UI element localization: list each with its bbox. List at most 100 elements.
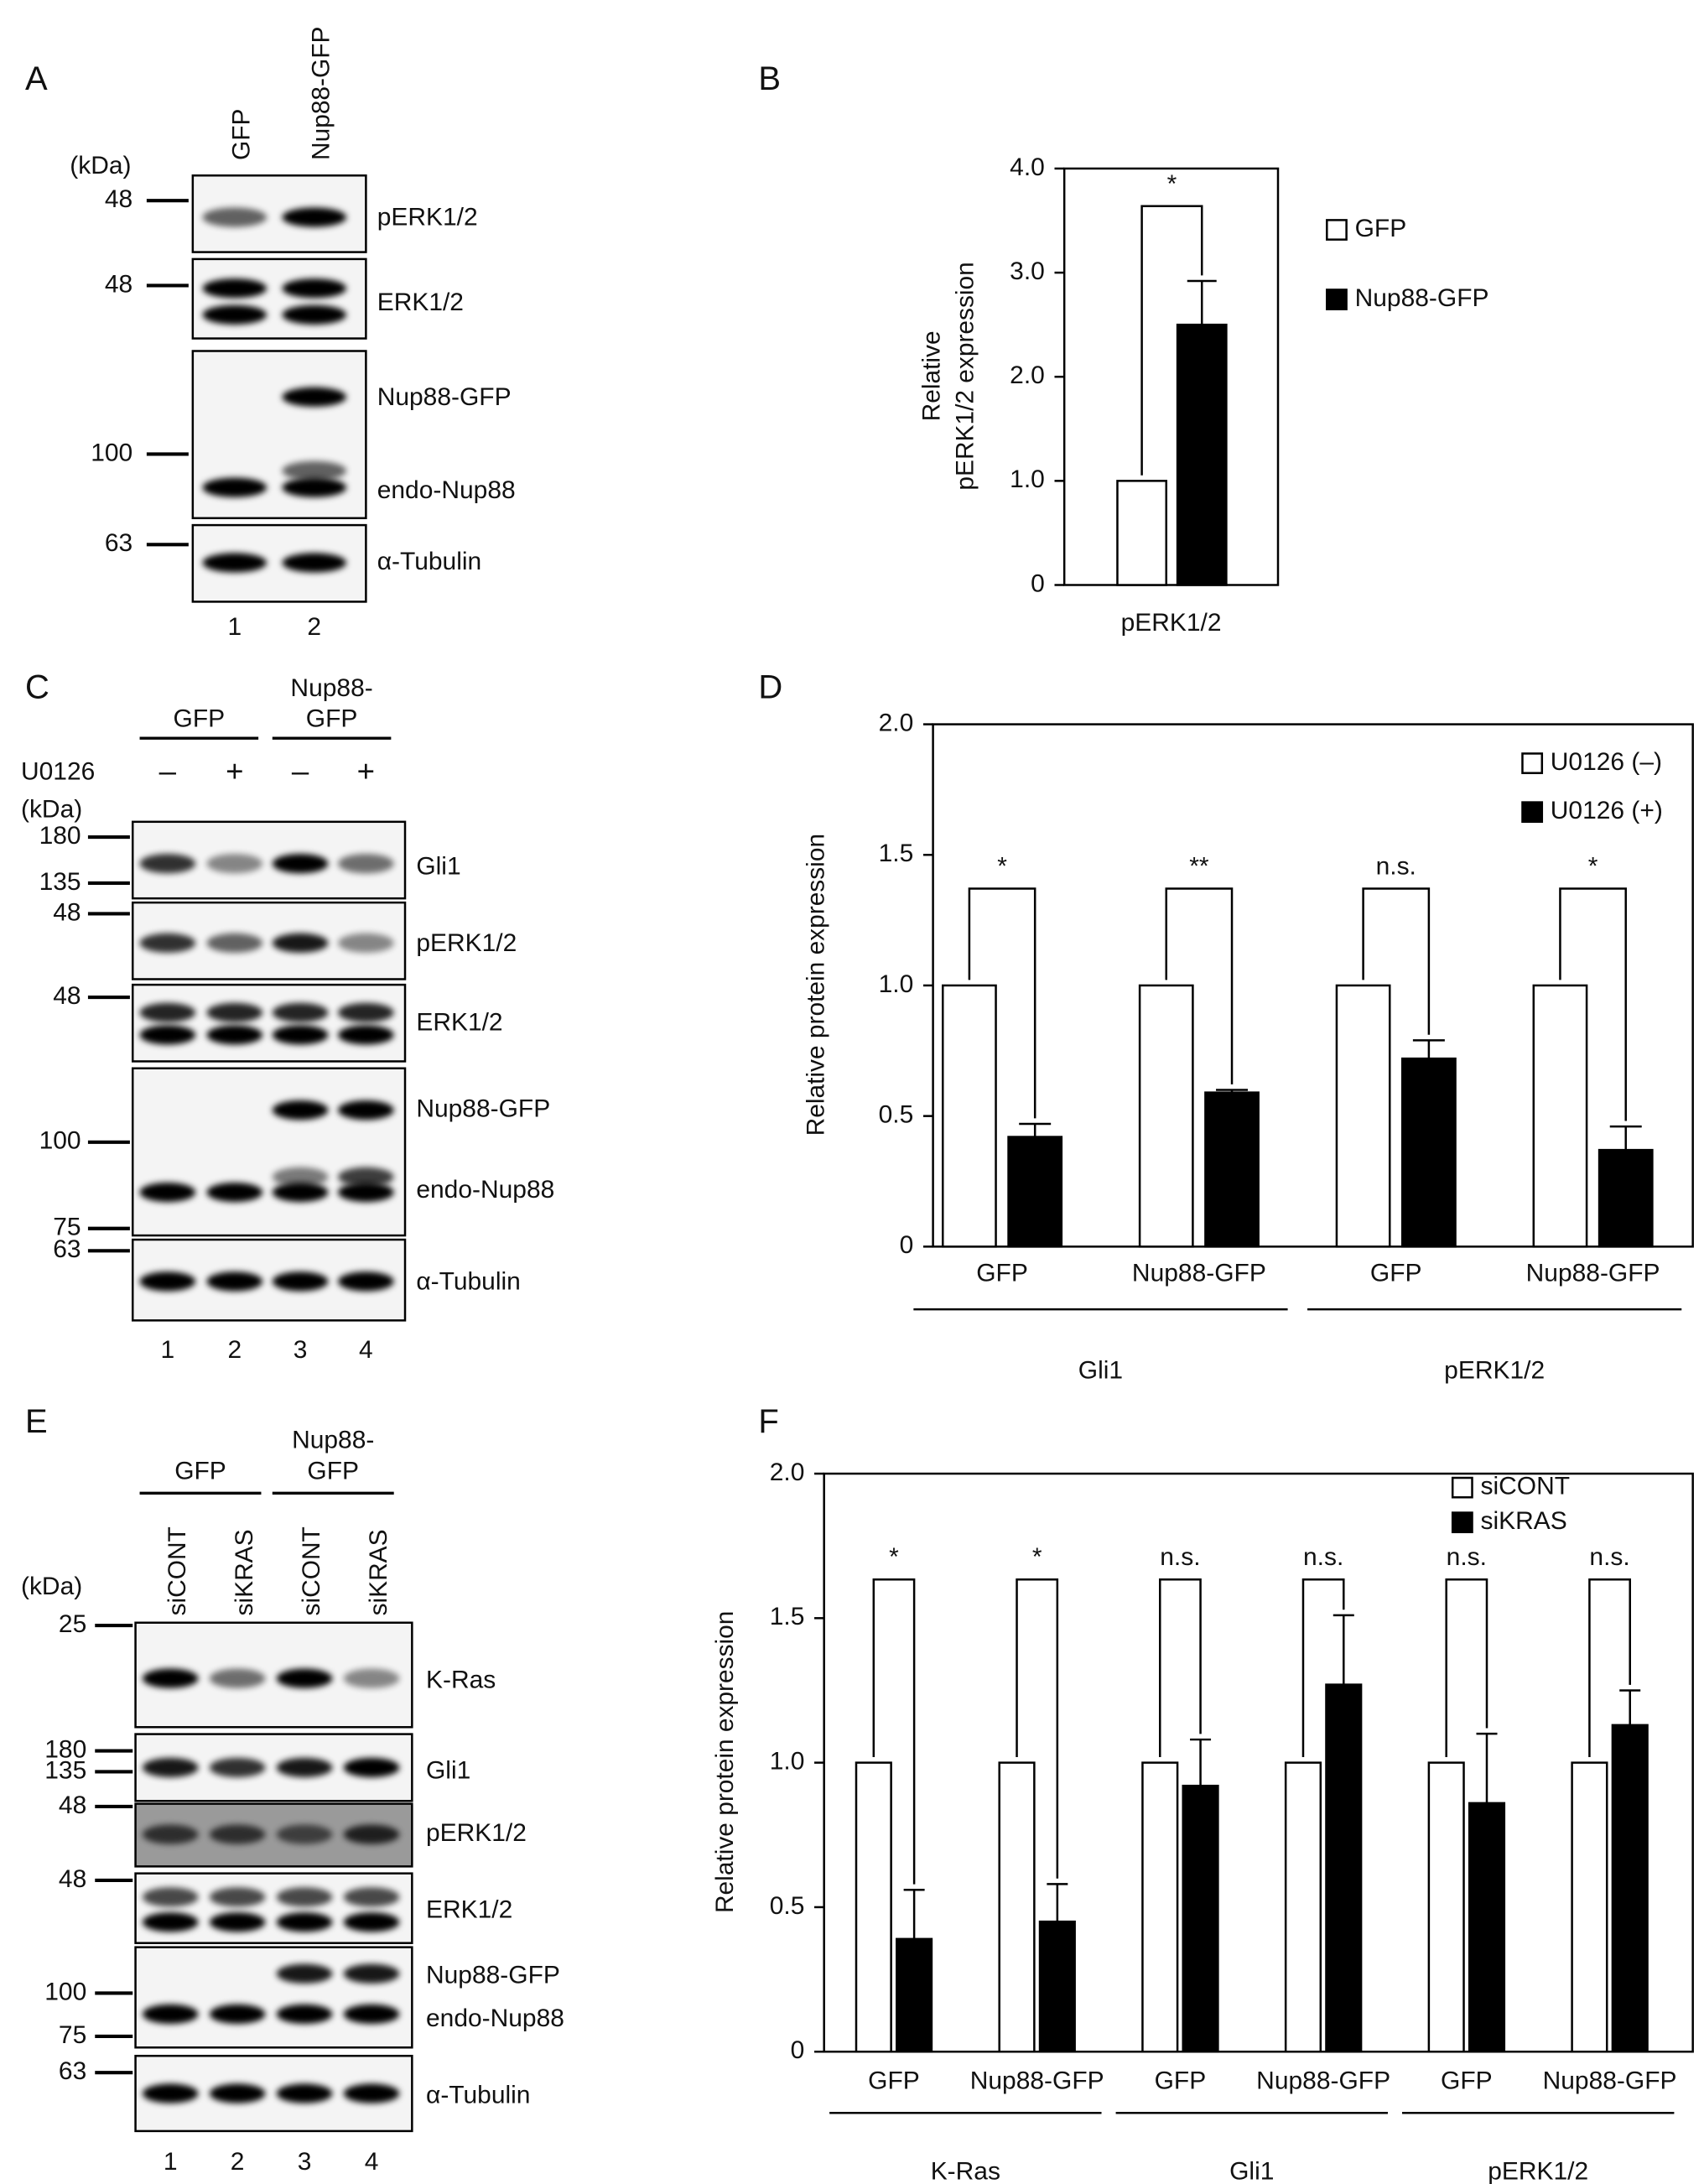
significance-label: n.s. xyxy=(1589,1543,1629,1571)
group-label: Gli1 xyxy=(1078,1357,1123,1385)
band xyxy=(206,1025,263,1045)
band xyxy=(282,460,347,481)
y-tick-label: 1.0 xyxy=(879,970,914,998)
treatment-sign: + xyxy=(226,753,243,788)
group-label: pERK1/2 xyxy=(1444,1357,1545,1385)
lane-number: 4 xyxy=(359,1336,373,1364)
blot-strip xyxy=(131,1067,407,1237)
band xyxy=(209,1912,266,1932)
band-label: pERK1/2 xyxy=(416,929,517,957)
significance-bracket xyxy=(968,887,1036,1119)
legend-label: siCONT xyxy=(1481,1473,1571,1500)
band-label: endo-Nup88 xyxy=(416,1176,554,1204)
band xyxy=(142,1668,199,1688)
treatment-sign: – xyxy=(159,753,177,788)
significance-bracket xyxy=(1301,1578,1345,1757)
lane-number: 1 xyxy=(161,1336,175,1364)
band xyxy=(343,1757,400,1778)
band xyxy=(202,304,268,325)
bar xyxy=(1400,1057,1457,1248)
treatment-label: U0126 xyxy=(21,758,95,786)
panel-label: B xyxy=(758,60,781,97)
lane-label: siKRAS xyxy=(365,1529,392,1615)
band xyxy=(206,1002,263,1022)
panel-label: C xyxy=(25,669,49,706)
band xyxy=(139,1025,196,1045)
band xyxy=(343,1912,400,1932)
kda-marker: 63 xyxy=(53,1235,81,1263)
plot-frame xyxy=(823,1472,1694,2053)
band-label: ERK1/2 xyxy=(416,1009,502,1037)
bar xyxy=(1176,323,1228,586)
band xyxy=(209,2083,266,2103)
band xyxy=(338,1182,394,1203)
band xyxy=(272,854,329,874)
lane-number: 3 xyxy=(294,1336,308,1364)
band xyxy=(209,1757,266,1778)
band xyxy=(139,854,196,874)
band xyxy=(272,1167,329,1187)
band xyxy=(272,1271,329,1292)
band-label: α-Tubulin xyxy=(377,548,481,575)
blot-strip xyxy=(191,257,367,340)
lane-number: 1 xyxy=(164,2148,178,2176)
group-label: pERK1/2 xyxy=(1488,2158,1588,2184)
bar xyxy=(896,1937,933,2053)
group-label: Nup88- xyxy=(292,1427,374,1454)
group-label: GFP xyxy=(307,1457,359,1485)
band xyxy=(282,553,347,573)
lane-label: GFP xyxy=(228,109,256,160)
y-axis-label: Relative protein expression xyxy=(802,834,829,1136)
band-label: ERK1/2 xyxy=(426,1895,512,1923)
bar xyxy=(1138,984,1194,1248)
blot-strip xyxy=(134,1946,413,2049)
x-tick-label: pERK1/2 xyxy=(1121,609,1222,637)
y-tick-label: 0 xyxy=(1031,569,1045,597)
significance-label: * xyxy=(1032,1543,1042,1571)
significance-bracket xyxy=(1159,1578,1202,1757)
band xyxy=(282,304,347,325)
bar xyxy=(1182,1784,1219,2053)
legend-swatch xyxy=(1451,1476,1473,1499)
band xyxy=(272,933,329,953)
band xyxy=(139,933,196,953)
significance-label: n.s. xyxy=(1376,853,1416,881)
band xyxy=(206,1182,263,1203)
band xyxy=(282,278,347,299)
kda-marker: 25 xyxy=(59,1610,86,1638)
band xyxy=(338,1167,394,1187)
band xyxy=(282,387,347,407)
group-label: GFP xyxy=(174,1457,226,1485)
band xyxy=(272,1182,329,1203)
kda-marker: 48 xyxy=(59,1865,86,1893)
kda-marker: 63 xyxy=(59,2057,86,2085)
bar xyxy=(1038,1920,1076,2053)
band xyxy=(338,854,394,874)
kda-marker: 75 xyxy=(59,2021,86,2049)
significance-label: * xyxy=(1588,853,1598,881)
lane-number: 1 xyxy=(227,613,242,641)
band-label: α-Tubulin xyxy=(416,1267,520,1295)
bar xyxy=(942,984,997,1248)
blot-strip xyxy=(134,1872,413,1944)
group-label: Gli1 xyxy=(1229,2158,1274,2184)
significance-label: n.s. xyxy=(1447,1543,1487,1571)
blot-strip xyxy=(131,983,407,1063)
legend-label: Nup88-GFP xyxy=(1355,284,1489,312)
significance-bracket xyxy=(872,1578,916,1885)
band-label: α-Tubulin xyxy=(426,2081,530,2109)
lane-label: Nup88-GFP xyxy=(308,27,335,160)
legend-label: siKRAS xyxy=(1481,1507,1567,1535)
y-tick-label: 3.0 xyxy=(1010,257,1045,285)
band xyxy=(139,1271,196,1292)
bar xyxy=(998,1761,1036,2053)
significance-bracket xyxy=(1362,887,1431,1035)
bar xyxy=(1284,1761,1322,2053)
significance-bracket xyxy=(1016,1578,1059,1879)
legend-swatch xyxy=(1521,801,1544,824)
bar xyxy=(1532,984,1588,1248)
kda-marker: 100 xyxy=(39,1127,81,1155)
kda-marker: 63 xyxy=(105,529,132,557)
y-tick-label: 0.5 xyxy=(770,1892,805,1920)
